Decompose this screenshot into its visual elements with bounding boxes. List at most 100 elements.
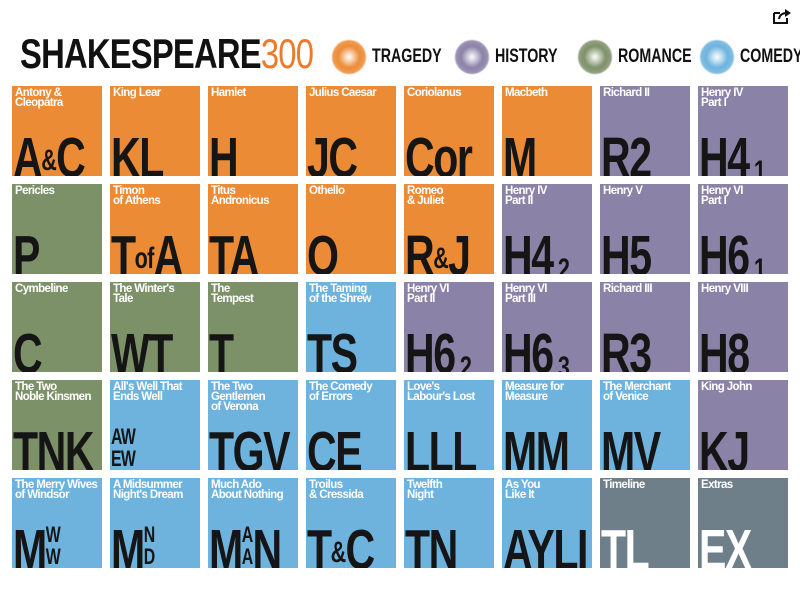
abbr-segment: T: [209, 322, 234, 373]
play-tile[interactable]: Cymbeline C: [12, 282, 102, 372]
play-tile[interactable]: Hamlet H: [208, 86, 298, 176]
play-title: As You Like It: [505, 479, 541, 501]
abbr-segment: MM: [503, 420, 570, 471]
play-tile[interactable]: As You Like It AYLI: [502, 478, 592, 568]
play-title: The Taming of the Shrew: [309, 283, 371, 305]
play-tile[interactable]: A Midsummer Night's Dream M N D: [110, 478, 200, 568]
play-tile[interactable]: Henry VIII H8: [698, 282, 788, 372]
abbr-stack-part: EW: [111, 446, 136, 470]
play-title: Cymbeline: [15, 283, 68, 295]
play-abbreviation: JC: [307, 126, 358, 177]
abbr-segment: H4: [503, 224, 554, 275]
play-title: Love's Labour's Lost: [407, 381, 475, 403]
play-tile[interactable]: Pericles P: [12, 184, 102, 274]
play-title: Henry VI Part III: [505, 283, 547, 305]
watercolor-dot-icon: [578, 40, 612, 74]
play-tile[interactable]: Troilus & Cressida T & C: [306, 478, 396, 568]
play-title: The Merry Wives of Windsor: [15, 479, 98, 501]
abbr-segment: C: [13, 322, 43, 373]
abbr-segment: TN: [405, 518, 458, 569]
abbr-segment: MV: [601, 420, 661, 471]
play-abbreviation: TL: [601, 518, 650, 569]
play-tile[interactable]: Henry IV Part I H4.1: [698, 86, 788, 176]
play-title: King John: [701, 381, 752, 393]
play-tile[interactable]: Henry V H5: [600, 184, 690, 274]
play-title: Coriolanus: [407, 87, 462, 99]
play-abbreviation: T & C: [307, 518, 376, 569]
abbr-segment: LLL: [405, 420, 477, 471]
abbr-segment: J: [448, 224, 471, 275]
play-tile[interactable]: Henry VI Part I H6.1: [698, 184, 788, 274]
abbr-stack-part: N: [143, 522, 155, 547]
abbr-stack-part: A: [241, 522, 253, 547]
play-abbreviation: R2: [601, 130, 652, 177]
play-abbreviation: H5: [601, 224, 652, 275]
play-tile[interactable]: Henry VI Part III H6.3: [502, 282, 592, 372]
play-title: A Midsummer Night's Dream: [113, 479, 183, 501]
play-tile[interactable]: Henry IV Part II H4.2: [502, 184, 592, 274]
play-title: Julius Caesar: [309, 87, 377, 99]
abbr-segment: .3: [552, 351, 570, 373]
abbr-segment: M: [209, 518, 243, 569]
logo-text: SHAKESPEARE: [20, 30, 262, 77]
abbr-segment: H5: [601, 224, 652, 275]
play-tile[interactable]: Twelfth Night TN: [404, 478, 494, 568]
abbr-segment: H6: [699, 224, 750, 275]
abbr-segment: JC: [307, 126, 358, 177]
play-tile[interactable]: The Merry Wives of Windsor M W W: [12, 478, 102, 568]
play-title: Henry IV Part II: [505, 185, 547, 207]
play-tile[interactable]: The Merchant of Venice MV: [600, 380, 690, 470]
play-tile[interactable]: Coriolanus Cor: [404, 86, 494, 176]
play-tile[interactable]: The Taming of the Shrew TS: [306, 282, 396, 372]
play-tile[interactable]: Richard III R3: [600, 282, 690, 372]
play-tile[interactable]: Measure for Measure MM: [502, 380, 592, 470]
play-tile[interactable]: Much Ado About Nothing M A A N: [208, 478, 298, 568]
abbr-segment: .1: [748, 253, 766, 275]
abbr-segment: C: [345, 518, 376, 569]
play-abbreviation: H6.1: [699, 224, 766, 275]
play-tile[interactable]: Extras EX: [698, 478, 788, 568]
legend-item-comedy: COMEDY: [700, 38, 800, 76]
play-tile[interactable]: Love's Labour's Lost LLL: [404, 380, 494, 470]
play-abbreviation: H4.2: [503, 224, 570, 275]
play-tile[interactable]: The Comedy of Errors CE: [306, 380, 396, 470]
share-icon[interactable]: [772, 8, 792, 24]
play-abbreviation: KJ: [699, 424, 750, 471]
play-abbreviation: H8: [699, 326, 750, 373]
play-tile[interactable]: The Tempest T: [208, 282, 298, 372]
abbr-segment: M: [13, 518, 47, 569]
play-title: Much Ado About Nothing: [211, 479, 284, 501]
play-tile[interactable]: Timeline TL: [600, 478, 690, 568]
abbr-segment: &: [433, 242, 449, 274]
play-tile[interactable]: Richard II R2: [600, 86, 690, 176]
play-tile[interactable]: Macbeth M: [502, 86, 592, 176]
play-tile[interactable]: Titus Andronicus TA: [208, 184, 298, 274]
play-tile[interactable]: The Winter's Tale WT: [110, 282, 200, 372]
play-tile[interactable]: Henry VI Part II H6.2: [404, 282, 494, 372]
play-title: The Merchant of Venice: [603, 381, 671, 403]
abbr-segment: N: [252, 518, 282, 569]
play-tile[interactable]: Romeo & Juliet R & J: [404, 184, 494, 274]
abbr-segment: R: [405, 224, 435, 275]
abbr-segment: H6: [405, 322, 456, 373]
play-tile[interactable]: King John KJ: [698, 380, 788, 470]
play-tile[interactable]: Julius Caesar JC: [306, 86, 396, 176]
play-tile[interactable]: King Lear KL: [110, 86, 200, 176]
abbr-segment: TL: [601, 518, 650, 569]
play-title: The Two Noble Kinsmen: [15, 381, 92, 403]
play-abbreviation: H6.2: [405, 322, 472, 373]
abbr-segment: CE: [307, 420, 363, 471]
play-tile[interactable]: The Two Noble Kinsmen TNK: [12, 380, 102, 470]
play-tile[interactable]: Othello O: [306, 184, 396, 274]
play-tile[interactable]: Antony & Cleopatra A & C: [12, 86, 102, 176]
abbr-stack-part: W: [45, 544, 61, 568]
abbr-segment: Cor: [405, 126, 473, 177]
play-tile[interactable]: The Two Gentlemen of Verona TGV: [208, 380, 298, 470]
abbr-segment: .1: [748, 155, 766, 177]
play-tile[interactable]: All's Well That Ends Well AW EW: [110, 380, 200, 470]
